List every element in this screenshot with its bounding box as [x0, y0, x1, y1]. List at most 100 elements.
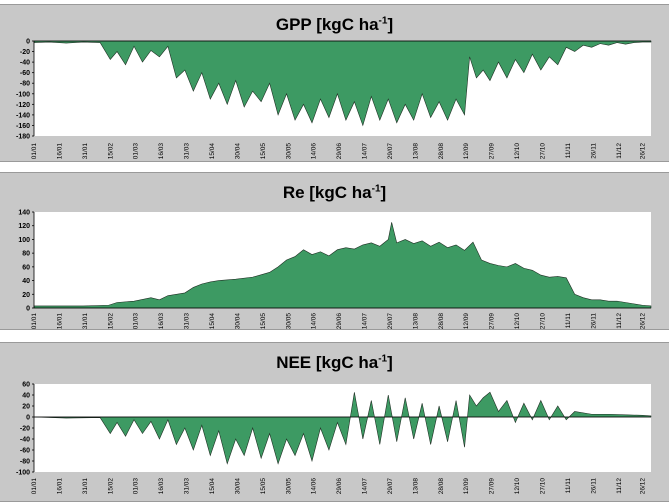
- gpp-x-tick-label: 30/05: [285, 143, 292, 160]
- nee-x-tick-label: 15/02: [107, 478, 114, 495]
- nee-x-tick-label: 11/12: [616, 478, 623, 494]
- gpp-x-tick-label: 15/04: [209, 143, 216, 160]
- re-x-tick-label: 31/03: [184, 313, 191, 330]
- re-x-tick-label: 11/12: [616, 313, 623, 329]
- nee-y-tick-label: 40: [22, 393, 30, 400]
- gpp-y-tick-label: -80: [20, 81, 30, 88]
- gpp-x-tick-label: 16/03: [158, 143, 165, 160]
- nee-y-tick-label: -80: [20, 459, 30, 466]
- re-x-tick-label: 14/07: [362, 313, 369, 330]
- nee-x-tick-label: 26/11: [590, 478, 597, 494]
- re-x-tick-label: 26/12: [640, 313, 647, 330]
- re-x-tick-label: 15/04: [209, 313, 216, 330]
- nee-x-tick-label: 29/07: [387, 478, 394, 495]
- nee-x-tick-label: 27/09: [489, 478, 496, 495]
- nee-series-area: [33, 391, 652, 465]
- nee-y-tick-label: 0: [26, 415, 30, 422]
- re-chart-title: Re [kgC ha-1]: [282, 183, 387, 202]
- nee-x-tick-label: 14/06: [311, 478, 318, 495]
- re-x-tick-label: 13/08: [412, 313, 419, 330]
- nee-x-tick-label: 14/07: [362, 478, 369, 495]
- nee-x-tick-label: 16/03: [158, 478, 165, 495]
- re-x-tick-label: 11/11: [565, 313, 572, 329]
- gpp-x-tick-label: 26/11: [590, 143, 597, 159]
- re-x-tick-label: 29/06: [336, 313, 343, 330]
- nee-y-tick-label: -40: [20, 437, 30, 444]
- gpp-x-tick-label: 01/01: [31, 143, 38, 160]
- re-x-tick-label: 16/01: [56, 313, 63, 330]
- gpp-x-tick-label: 12/10: [514, 143, 521, 160]
- gpp-x-tick-label: 14/06: [311, 143, 318, 160]
- gpp-x-tick-label: 16/01: [56, 143, 63, 160]
- nee-x-tick-label: 01/01: [31, 478, 38, 495]
- re-x-tick-label: 12/09: [463, 313, 470, 330]
- gpp-y-tick-label: -120: [16, 102, 30, 109]
- gpp-y-tick-label: -140: [16, 112, 30, 119]
- gpp-series-area: [33, 40, 652, 127]
- re-x-tick-label: 01/03: [133, 313, 140, 330]
- re-x-tick-label: 27/10: [540, 313, 547, 330]
- gpp-y-tick-label: -20: [20, 49, 30, 56]
- nee-x-tick-label: 27/10: [540, 478, 547, 495]
- re-x-tick-label: 29/07: [387, 313, 394, 330]
- nee-y-tick-label: -60: [20, 448, 30, 455]
- gpp-x-tick-label: 15/05: [260, 143, 267, 160]
- re-x-tick-label: 15/02: [107, 313, 114, 330]
- nee-x-tick-label: 13/08: [412, 478, 419, 495]
- gpp-y-tick-label: -180: [16, 134, 30, 141]
- re-y-tick-label: 100: [18, 237, 30, 244]
- gpp-x-tick-label: 12/09: [463, 143, 470, 160]
- gpp-x-tick-label: 11/12: [616, 143, 623, 159]
- gpp-x-tick-label: 13/08: [412, 143, 419, 160]
- gpp-y-tick-label: -100: [16, 91, 30, 98]
- re-x-tick-label: 31/01: [82, 313, 89, 330]
- nee-y-tick-label: -20: [20, 426, 30, 433]
- nee-y-tick-label: -100: [16, 470, 30, 477]
- re-x-tick-label: 15/05: [260, 313, 267, 330]
- gpp-y-tick-label: -40: [20, 60, 30, 67]
- nee-x-tick-label: 15/04: [209, 478, 216, 495]
- gpp-x-tick-label: 27/10: [540, 143, 547, 160]
- nee-chart-title: NEE [kgC ha-1]: [276, 353, 393, 372]
- gpp-x-tick-label: 28/08: [438, 143, 445, 160]
- gpp-chart-title: GPP [kgC ha-1]: [275, 15, 394, 34]
- nee-x-tick-label: 12/09: [463, 478, 470, 495]
- nee-x-tick-label: 30/04: [234, 478, 241, 495]
- re-x-tick-label: 27/09: [489, 313, 496, 330]
- nee-x-tick-label: 30/05: [285, 478, 292, 495]
- gpp-x-tick-label: 11/11: [565, 143, 572, 159]
- gpp-x-tick-label: 29/06: [336, 143, 343, 160]
- gpp-x-tick-label: 15/02: [107, 143, 114, 160]
- re-x-tick-label: 14/06: [311, 313, 318, 330]
- nee-x-tick-label: 01/03: [133, 478, 140, 495]
- gpp-x-tick-label: 29/07: [387, 143, 394, 160]
- re-x-tick-label: 12/10: [514, 313, 521, 330]
- nee-y-tick-label: 20: [22, 404, 30, 411]
- re-x-tick-label: 28/08: [438, 313, 445, 330]
- nee-x-tick-label: 31/03: [184, 478, 191, 495]
- re-x-tick-label: 16/03: [158, 313, 165, 330]
- nee-x-tick-label: 15/05: [260, 478, 267, 495]
- re-y-tick-label: 40: [22, 278, 30, 285]
- gpp-x-tick-label: 26/12: [640, 143, 647, 160]
- nee-x-tick-label: 29/06: [336, 478, 343, 495]
- re-y-tick-label: 140: [18, 210, 30, 217]
- re-y-tick-label: 120: [18, 223, 30, 230]
- gpp-x-tick-label: 01/03: [133, 143, 140, 160]
- re-y-tick-label: 60: [22, 264, 30, 271]
- gpp-y-tick-label: 0: [26, 39, 30, 46]
- nee-y-tick-label: 60: [22, 382, 30, 389]
- gpp-y-tick-label: -60: [20, 70, 30, 77]
- nee-x-tick-label: 11/11: [565, 478, 572, 494]
- gpp-x-tick-label: 30/04: [234, 143, 241, 160]
- re-y-tick-label: 80: [22, 251, 30, 258]
- re-y-tick-label: 20: [22, 292, 30, 299]
- nee-x-tick-label: 12/10: [514, 478, 521, 495]
- nee-x-tick-label: 16/01: [56, 478, 63, 495]
- re-x-tick-label: 01/01: [31, 313, 38, 330]
- nee-x-tick-label: 28/08: [438, 478, 445, 495]
- gpp-y-tick-label: -160: [16, 123, 30, 130]
- gpp-x-tick-label: 31/03: [184, 143, 191, 160]
- gpp-x-tick-label: 14/07: [362, 143, 369, 160]
